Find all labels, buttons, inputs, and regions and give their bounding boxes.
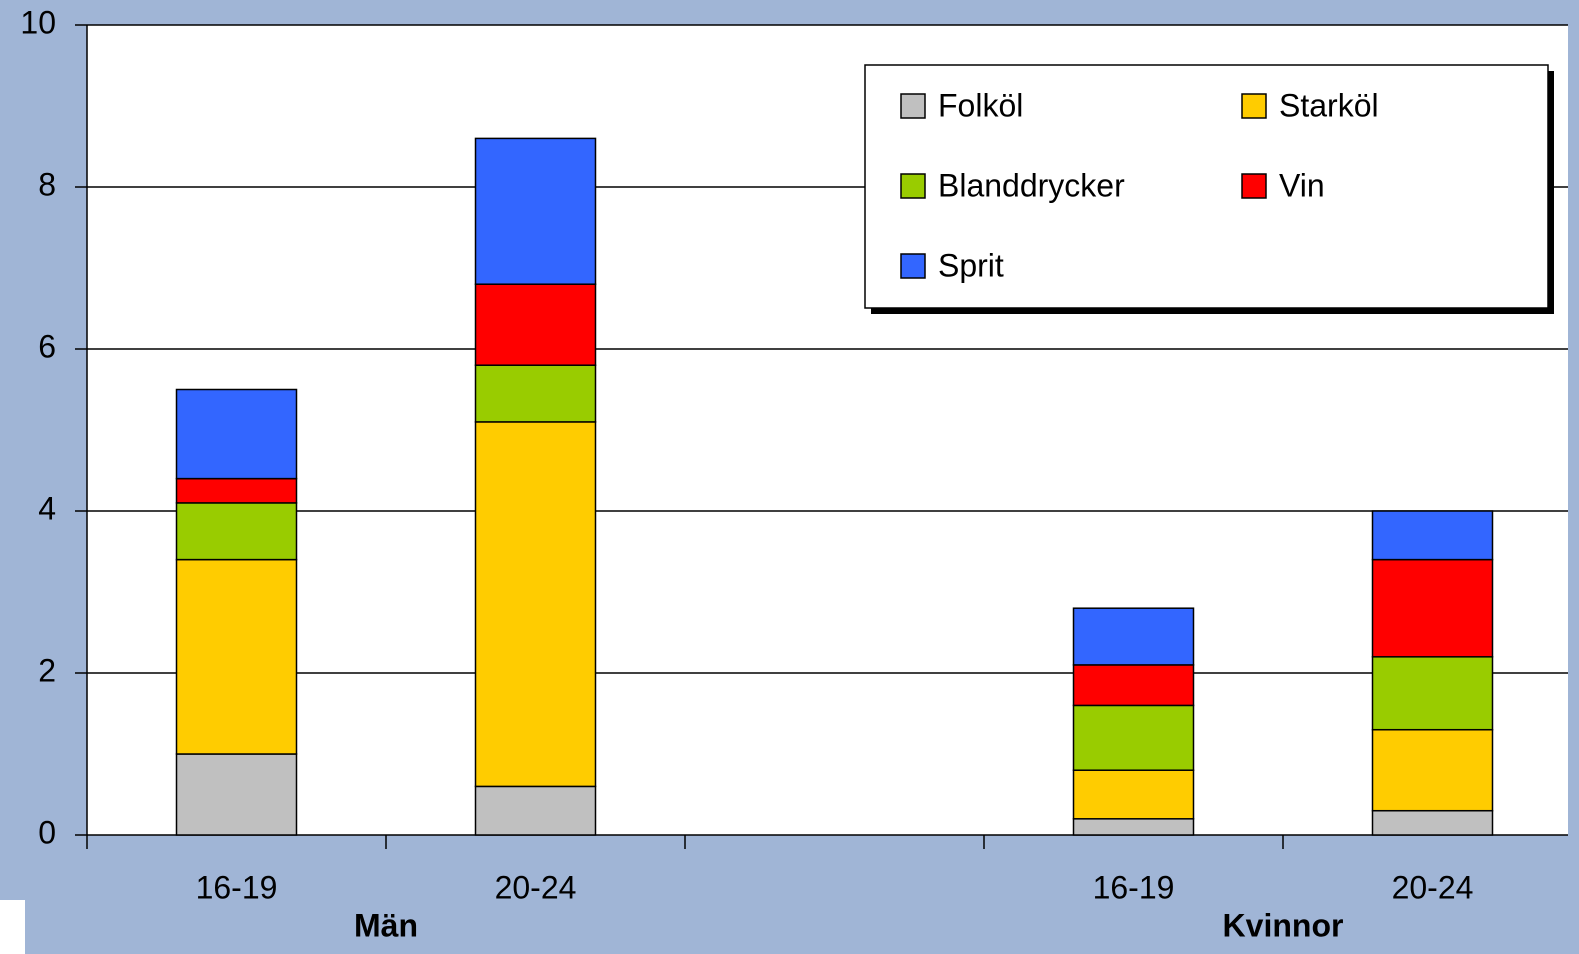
- legend: [864, 64, 1549, 309]
- legend-swatch: [900, 173, 926, 199]
- bar-segment: [474, 137, 597, 285]
- group-label: Män: [354, 907, 418, 943]
- legend-swatch: [1241, 93, 1267, 119]
- bar-segment: [1072, 607, 1195, 666]
- x-tick-label: 20-24: [1392, 869, 1474, 905]
- bar-segment: [1072, 704, 1195, 771]
- legend-label: Blanddrycker: [938, 167, 1125, 203]
- bar-segment: [1371, 656, 1494, 731]
- bar-segment: [1371, 728, 1494, 812]
- bar-segment: [175, 388, 298, 480]
- legend-swatch: [900, 253, 926, 279]
- bar-segment: [474, 785, 597, 836]
- y-tick-label: 8: [38, 166, 56, 202]
- legend-swatch: [900, 93, 926, 119]
- bar-segment: [1371, 558, 1494, 658]
- corner-patch: [0, 900, 25, 954]
- bar-segment: [1072, 769, 1195, 820]
- y-tick-label: 4: [38, 490, 56, 526]
- bar-segment: [175, 753, 298, 836]
- bar-segment: [1072, 818, 1195, 836]
- y-tick-label: 10: [20, 4, 56, 40]
- legend-label: Vin: [1279, 167, 1325, 203]
- y-tick-label: 2: [38, 652, 56, 688]
- bar-segment: [175, 477, 298, 504]
- legend-label: Starköl: [1279, 87, 1379, 123]
- x-tick-label: 16-19: [1093, 869, 1175, 905]
- bar-segment: [474, 421, 597, 788]
- bar-segment: [474, 364, 597, 423]
- legend-swatch: [1241, 173, 1267, 199]
- bar-segment: [175, 502, 298, 561]
- bar-segment: [1371, 809, 1494, 836]
- legend-label: Folköl: [938, 87, 1023, 123]
- bar-segment: [474, 283, 597, 366]
- y-tick-label: 0: [38, 814, 56, 850]
- bar-segment: [175, 558, 298, 755]
- x-tick-label: 20-24: [495, 869, 577, 905]
- legend-label: Sprit: [938, 247, 1004, 283]
- y-tick-label: 6: [38, 328, 56, 364]
- x-tick-label: 16-19: [196, 869, 278, 905]
- group-label: Kvinnor: [1223, 907, 1344, 943]
- bar-segment: [1072, 664, 1195, 707]
- bar-segment: [1371, 510, 1494, 561]
